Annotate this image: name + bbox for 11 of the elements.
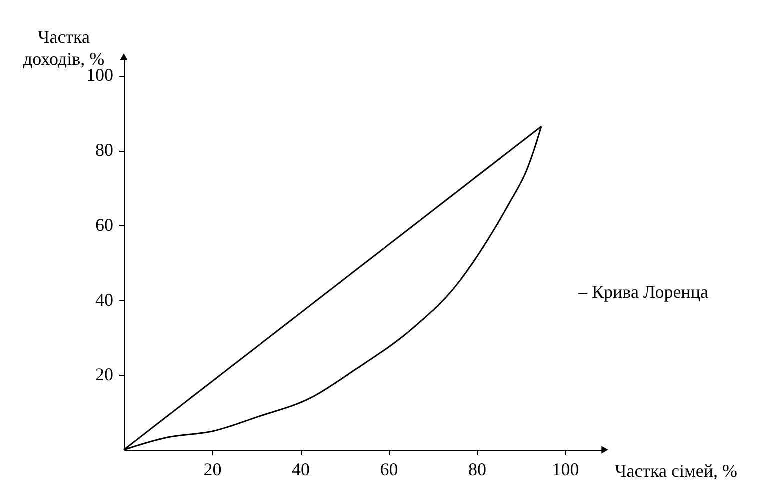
annotation: – Крива Лоренца: [578, 282, 708, 302]
x-tick-label: 80: [468, 460, 487, 480]
y-tick-label: 60: [96, 214, 114, 235]
y-tick-label: 20: [96, 364, 114, 385]
x-tick-label: 60: [380, 460, 398, 480]
x-tick-label: 40: [292, 460, 310, 480]
x-axis-title: Частка сімей, %: [615, 461, 738, 481]
x-tick-label: 20: [204, 460, 222, 480]
x-tick-label: 100: [552, 460, 580, 480]
y-tick-label: 80: [96, 140, 114, 160]
y-tick-label: 40: [96, 290, 114, 310]
